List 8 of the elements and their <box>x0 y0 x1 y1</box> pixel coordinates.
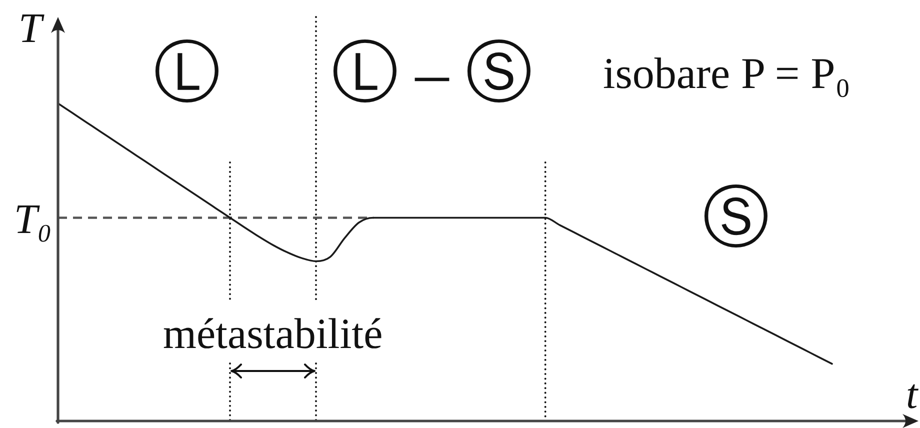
ref-line-label: T₀ <box>14 196 52 243</box>
text: isobare P = P₀ <box>603 49 851 98</box>
y-axis-title: T <box>18 6 42 52</box>
annotation: Ⓛ – Ⓢ <box>332 36 532 110</box>
annotation: Ⓢ <box>702 180 770 254</box>
annotation: Ⓛ <box>154 36 220 110</box>
x-axis-title: t <box>906 372 918 418</box>
annotation: métastabilité <box>163 310 383 358</box>
